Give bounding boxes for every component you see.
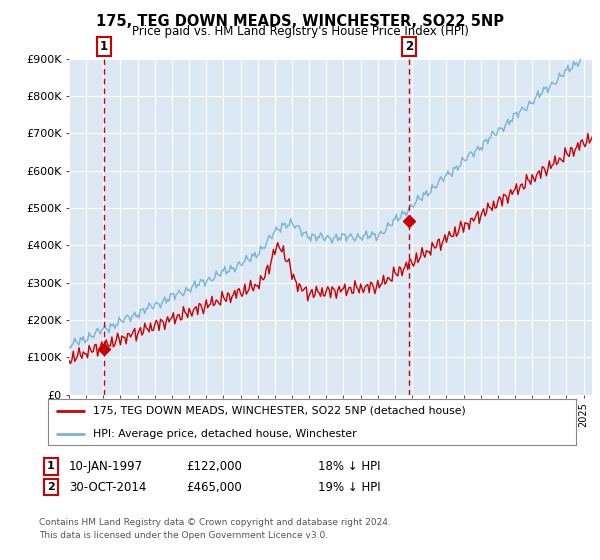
Text: £122,000: £122,000	[186, 460, 242, 473]
Text: 1: 1	[47, 461, 55, 472]
Text: Contains HM Land Registry data © Crown copyright and database right 2024.
This d: Contains HM Land Registry data © Crown c…	[39, 518, 391, 539]
Text: HPI: Average price, detached house, Winchester: HPI: Average price, detached house, Winc…	[93, 429, 356, 438]
Text: 10-JAN-1997: 10-JAN-1997	[69, 460, 143, 473]
Text: 2: 2	[47, 482, 55, 492]
Text: 1: 1	[100, 40, 108, 53]
Text: 18% ↓ HPI: 18% ↓ HPI	[318, 460, 380, 473]
Text: Price paid vs. HM Land Registry's House Price Index (HPI): Price paid vs. HM Land Registry's House …	[131, 25, 469, 38]
Text: 2: 2	[405, 40, 413, 53]
Text: 175, TEG DOWN MEADS, WINCHESTER, SO22 5NP (detached house): 175, TEG DOWN MEADS, WINCHESTER, SO22 5N…	[93, 406, 466, 416]
Text: 19% ↓ HPI: 19% ↓ HPI	[318, 480, 380, 494]
Text: 30-OCT-2014: 30-OCT-2014	[69, 480, 146, 494]
Text: 175, TEG DOWN MEADS, WINCHESTER, SO22 5NP: 175, TEG DOWN MEADS, WINCHESTER, SO22 5N…	[96, 14, 504, 29]
Text: £465,000: £465,000	[186, 480, 242, 494]
